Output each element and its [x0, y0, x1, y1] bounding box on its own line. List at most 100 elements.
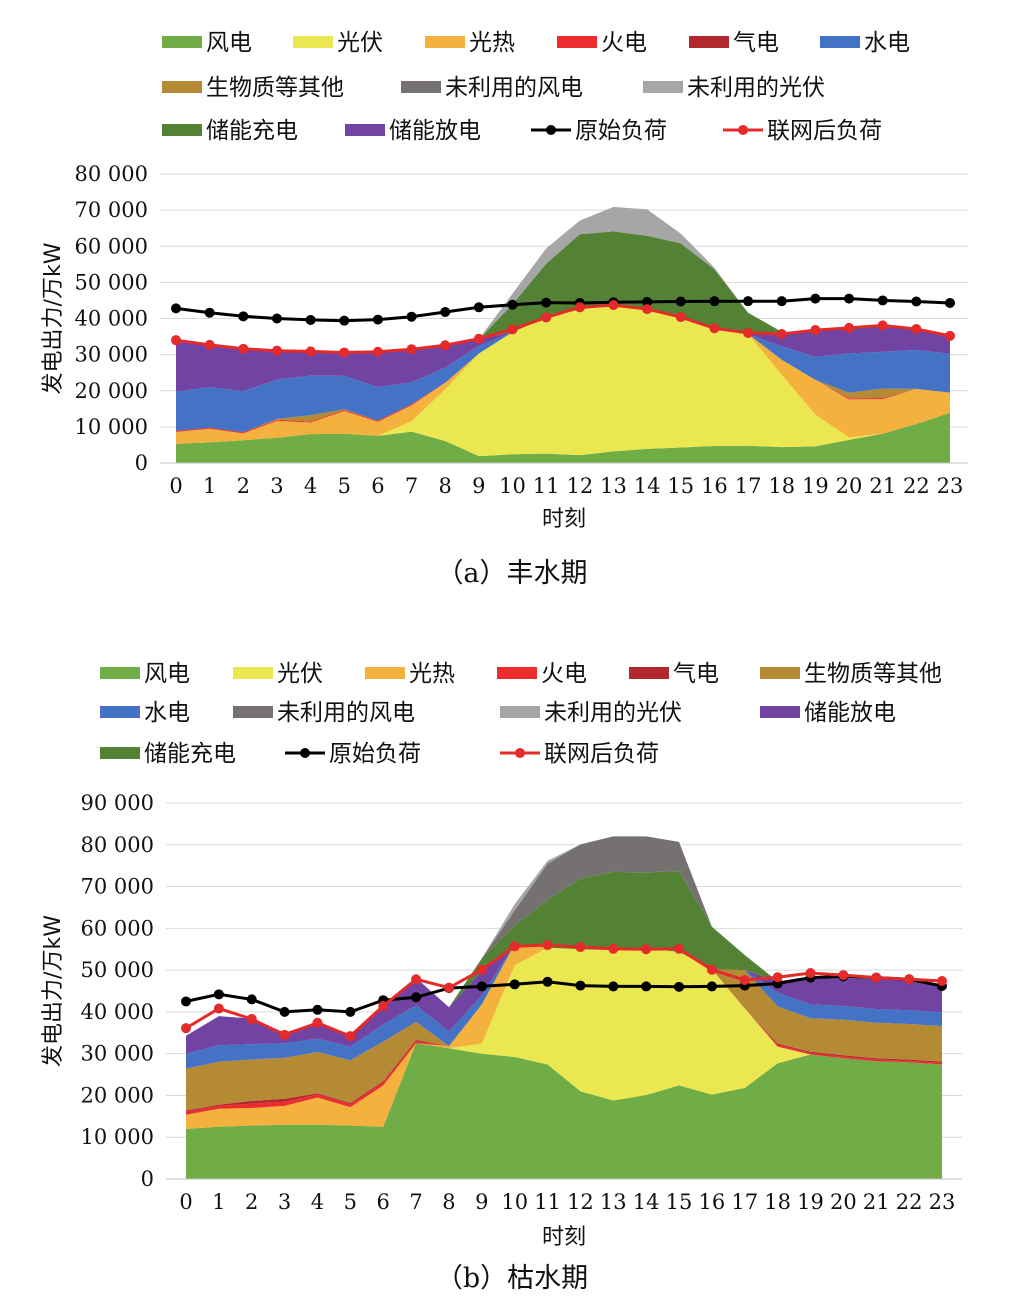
chart-a-line-point [204, 339, 215, 350]
chart-b-line-point [279, 1006, 290, 1017]
chart-a-y-tick-label: 70 000 [75, 198, 148, 222]
chart-a-y-tick-label: 40 000 [75, 307, 148, 331]
chart-a-legend-item: 储能放电 [345, 118, 481, 144]
chart-a-x-tick-label: 11 [533, 474, 560, 498]
chart-a-x-tick-label: 23 [937, 474, 964, 498]
chart-a-y-tick-label: 30 000 [75, 343, 148, 367]
chart-a-legend-label: 风电 [206, 30, 252, 56]
chart-a-legend-label: 未利用的风电 [445, 75, 583, 101]
chart-b-area-水电 [186, 944, 942, 1069]
chart-a-x-axis-label: 时刻 [542, 507, 586, 532]
chart-a-line-point [776, 296, 787, 307]
chart-b-legend-swatch [629, 667, 669, 679]
chart-b-legend-swatch [760, 667, 800, 679]
chart-a-area-风电 [176, 412, 950, 463]
chart-a-line-point [945, 330, 955, 341]
chart-b-x-tick-label: 12 [567, 1190, 594, 1214]
chart-a-legend-swatch [293, 36, 333, 48]
chart-a-line-point [877, 295, 888, 306]
chart-b-x-tick-label: 21 [863, 1190, 890, 1214]
chart-b-legend-label: 储能放电 [804, 700, 896, 726]
chart-b-line-point [674, 981, 685, 992]
chart-b-legend-swatch [233, 667, 273, 679]
chart-a-legend-label: 未利用的光伏 [687, 75, 825, 101]
chart-a-x-tick-label: 13 [600, 474, 627, 498]
chart-a-line-point [642, 304, 653, 315]
chart-b-y-tick-label: 10 000 [81, 1125, 154, 1149]
chart-a-legend-item: 未利用的风电 [401, 75, 583, 101]
chart-a-legend-label: 气电 [733, 30, 779, 56]
chart-b-legend-swatch [100, 747, 140, 759]
chart-b-x-tick-label: 10 [501, 1190, 528, 1214]
chart-b-line-point [476, 964, 487, 975]
chart-a-line-point [911, 296, 922, 307]
chart-b-x-tick-label: 22 [896, 1190, 923, 1214]
chart-a-legend-item: 生物质等其他 [162, 75, 344, 101]
chart-b-legend-swatch [760, 706, 800, 718]
chart-a-y-tick-label: 80 000 [75, 162, 148, 186]
chart-b-legend-item: 原始负荷 [285, 741, 421, 767]
chart-a-legend-swatch [425, 36, 465, 48]
chart-a-x-tick-label: 9 [472, 474, 485, 498]
chart-b-legend-label: 火电 [541, 661, 587, 687]
chart-a-line-point [709, 323, 720, 334]
chart-a-y-tick-label: 50 000 [75, 270, 148, 294]
chart-b-line-point [575, 942, 586, 953]
chart-b-legend-item: 未利用的风电 [233, 700, 415, 726]
chart-a-x-tick-label: 16 [701, 474, 728, 498]
chart-a-x-tick-label: 3 [270, 474, 283, 498]
chart-b-legend-swatch [100, 706, 140, 718]
chart-a-x-tick-label: 6 [371, 474, 384, 498]
chart-a-legend-label: 光热 [469, 30, 515, 56]
chart-a-x-tick-label: 0 [169, 474, 182, 498]
chart-b-x-tick-label: 3 [278, 1190, 291, 1214]
chart-a-x-tick-label: 17 [735, 474, 762, 498]
chart-a-x-tick-label: 8 [439, 474, 452, 498]
chart-b-x-tick-label: 7 [409, 1190, 422, 1214]
chart-a-legend-item: 火电 [557, 30, 647, 56]
chart-b-legend-item: 光热 [365, 661, 455, 687]
chart-b-x-tick-label: 16 [699, 1190, 726, 1214]
chart-a-line-point [844, 322, 855, 333]
chart-b-line-point [608, 943, 619, 954]
chart-b-line-point [706, 964, 717, 975]
chart-b-y-tick-label: 60 000 [81, 916, 154, 940]
chart-a-line-point [440, 306, 451, 317]
chart-b-x-tick-label: 14 [633, 1190, 660, 1214]
chart-b-line-point [641, 981, 652, 992]
chart-b-legend-item: 气电 [629, 661, 719, 687]
chart-b-legend-marker [515, 748, 525, 758]
chart-a-x-tick-label: 7 [405, 474, 418, 498]
chart-b-line-联网后负荷 [181, 940, 947, 1042]
chart-b-x-tick-label: 18 [764, 1190, 791, 1214]
chart-a-line-point [271, 345, 282, 356]
chart-a-line-point [473, 302, 484, 313]
chart-a-line-point [507, 324, 518, 335]
chart-a-line-point [541, 312, 552, 323]
chart-b-y-tick-label: 80 000 [81, 833, 154, 857]
chart-a-x-tick-label: 1 [203, 474, 216, 498]
chart-b-legend-label: 原始负荷 [329, 741, 421, 767]
chart-b-legend-item: 水电 [100, 700, 190, 726]
chart-b-area-储能充电 [186, 871, 942, 1036]
chart-b-x-tick-label: 2 [245, 1190, 258, 1214]
chart-a-line-point [406, 344, 417, 355]
chart-b-area-储能放电 [186, 944, 942, 1054]
chart-a-legend-swatch [162, 124, 202, 136]
chart-b-x-tick-label: 5 [344, 1190, 357, 1214]
chart-b-line-point [805, 968, 816, 979]
chart-b-line-point [542, 940, 553, 951]
chart-a-y-axis-label: 发电出力/万kW [41, 242, 66, 394]
chart-b-legend-item: 风电 [100, 661, 190, 687]
chart-b-legend-label: 光热 [409, 661, 455, 687]
chart-a-x-tick-label: 15 [667, 474, 694, 498]
chart-b-legend-label: 储能充电 [144, 741, 236, 767]
chart-a-legend-item: 气电 [689, 30, 779, 56]
chart-a-line-point [743, 327, 754, 338]
chart-b-y-tick-label: 0 [141, 1167, 154, 1191]
chart-b-line-point [706, 981, 717, 992]
chart-a-legend-swatch [557, 36, 597, 48]
chart-b-legend-item: 联网后负荷 [500, 741, 659, 767]
